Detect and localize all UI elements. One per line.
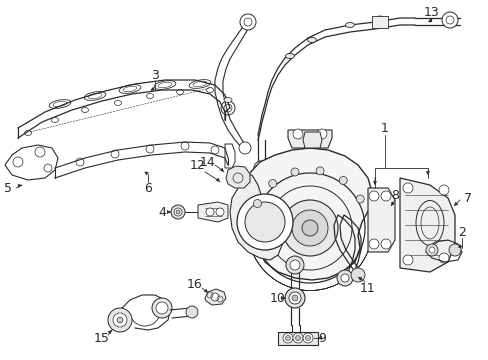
Circle shape: [336, 270, 352, 286]
Circle shape: [448, 244, 460, 256]
Circle shape: [283, 333, 292, 343]
Circle shape: [380, 191, 390, 201]
Circle shape: [176, 210, 180, 214]
Ellipse shape: [307, 37, 316, 42]
Circle shape: [445, 16, 453, 24]
Polygon shape: [287, 130, 331, 148]
Text: 4: 4: [158, 206, 165, 219]
Text: 3: 3: [151, 68, 159, 81]
Circle shape: [315, 167, 324, 175]
Circle shape: [380, 239, 390, 249]
Circle shape: [239, 142, 250, 154]
Circle shape: [285, 288, 305, 308]
Circle shape: [292, 333, 303, 343]
Circle shape: [253, 199, 261, 207]
Text: 12: 12: [190, 158, 205, 171]
Circle shape: [171, 205, 184, 219]
Circle shape: [205, 208, 214, 216]
Circle shape: [441, 12, 457, 28]
Circle shape: [292, 129, 303, 139]
Circle shape: [282, 200, 337, 256]
Ellipse shape: [224, 98, 231, 103]
Polygon shape: [278, 332, 317, 345]
Polygon shape: [204, 289, 225, 305]
Circle shape: [216, 208, 224, 216]
Circle shape: [373, 16, 385, 28]
Circle shape: [244, 202, 285, 242]
Circle shape: [295, 336, 300, 341]
Polygon shape: [245, 148, 371, 280]
Ellipse shape: [285, 54, 294, 59]
Circle shape: [316, 129, 326, 139]
Text: 16: 16: [187, 279, 203, 292]
Circle shape: [291, 210, 327, 246]
Circle shape: [237, 194, 292, 250]
Circle shape: [291, 295, 297, 301]
Circle shape: [340, 274, 348, 282]
Circle shape: [438, 253, 448, 263]
Circle shape: [428, 247, 434, 253]
Circle shape: [253, 161, 267, 175]
Circle shape: [174, 208, 182, 216]
Circle shape: [108, 308, 132, 332]
Circle shape: [376, 19, 382, 25]
Circle shape: [117, 317, 123, 323]
Circle shape: [285, 256, 304, 274]
Text: 5: 5: [4, 181, 12, 194]
Circle shape: [185, 306, 198, 318]
Polygon shape: [225, 166, 249, 188]
Text: 14: 14: [200, 156, 215, 168]
Circle shape: [305, 336, 310, 341]
Circle shape: [303, 333, 312, 343]
Polygon shape: [399, 178, 454, 272]
Circle shape: [290, 168, 298, 176]
Circle shape: [350, 268, 364, 282]
Circle shape: [268, 180, 276, 188]
Circle shape: [402, 255, 412, 265]
Polygon shape: [229, 175, 282, 260]
Circle shape: [355, 195, 364, 203]
Text: 6: 6: [144, 181, 152, 194]
Polygon shape: [371, 16, 387, 28]
Text: 9: 9: [317, 332, 325, 345]
Circle shape: [240, 14, 256, 30]
Text: 7: 7: [463, 192, 471, 204]
Text: 11: 11: [359, 282, 375, 294]
Polygon shape: [367, 188, 394, 252]
Circle shape: [285, 336, 290, 341]
Circle shape: [339, 176, 346, 184]
Text: 8: 8: [390, 189, 398, 202]
Circle shape: [402, 183, 412, 193]
Circle shape: [438, 185, 448, 195]
Circle shape: [113, 313, 127, 327]
Polygon shape: [303, 132, 321, 148]
Polygon shape: [198, 202, 227, 222]
Circle shape: [425, 244, 437, 256]
Circle shape: [368, 239, 378, 249]
Circle shape: [302, 220, 317, 236]
Text: 2: 2: [457, 225, 465, 239]
Circle shape: [288, 292, 301, 304]
Circle shape: [152, 298, 172, 318]
Circle shape: [289, 260, 299, 270]
Circle shape: [156, 302, 168, 314]
Text: 15: 15: [94, 332, 110, 345]
Circle shape: [368, 191, 378, 201]
Text: 13: 13: [423, 5, 439, 18]
Text: 10: 10: [269, 292, 285, 305]
Circle shape: [210, 293, 219, 301]
Text: 1: 1: [380, 122, 388, 135]
Ellipse shape: [345, 23, 354, 27]
